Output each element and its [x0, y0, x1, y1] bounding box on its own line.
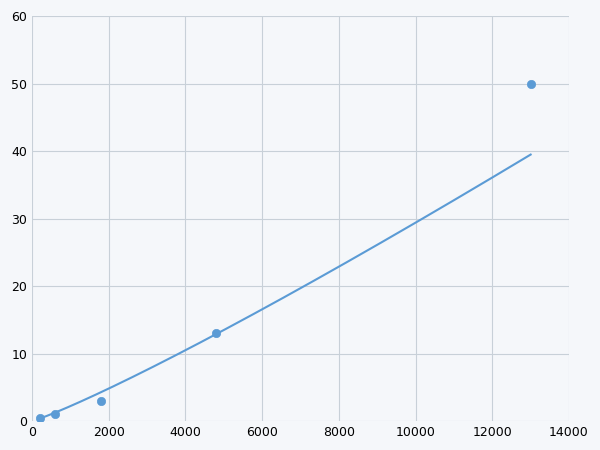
Point [96, 397, 106, 405]
Point [35, 414, 44, 421]
Point [526, 80, 535, 87]
Point [50, 411, 60, 418]
Point [211, 330, 221, 337]
